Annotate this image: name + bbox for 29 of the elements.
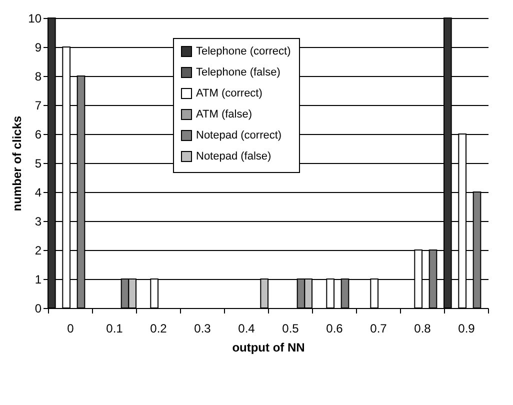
legend-label: ATM (correct)	[196, 88, 262, 100]
y-tick-label: 7	[34, 98, 42, 112]
legend-label: Notepad (false)	[196, 150, 272, 162]
x-tick-label: 0.7	[370, 322, 388, 336]
y-tick-label: 6	[34, 128, 42, 142]
y-tick-label: 4	[34, 186, 42, 200]
x-tick-label: 0.5	[282, 322, 300, 336]
legend-label: Telephone (false)	[196, 66, 280, 78]
x-axis-title: output of NN	[232, 340, 305, 354]
y-tick-label: 10	[28, 12, 42, 26]
x-tick-label: 0.2	[150, 322, 168, 336]
y-axis-title: number of clicks	[10, 116, 24, 212]
legend-label: ATM (false)	[196, 108, 252, 120]
legend-label: Notepad (correct)	[196, 130, 282, 142]
y-tick-label: 9	[34, 40, 42, 54]
x-tick-label: 0.8	[414, 322, 432, 336]
x-tick-label: 0.6	[326, 322, 344, 336]
y-tick-label: 5	[34, 156, 42, 170]
legend-label: Telephone (correct)	[196, 46, 291, 58]
y-tick-label: 3	[34, 214, 42, 228]
x-tick-label: 0.3	[194, 322, 212, 336]
x-tick-label: 0.9	[458, 322, 476, 336]
y-tick-label: 2	[34, 244, 42, 258]
y-tick-label: 1	[34, 272, 42, 286]
x-tick-label: 0	[67, 322, 74, 336]
x-tick-label: 0.4	[238, 322, 256, 336]
y-tick-label: 0	[34, 302, 42, 316]
y-tick-label: 8	[34, 70, 42, 84]
x-tick-label: 0.1	[106, 322, 124, 336]
